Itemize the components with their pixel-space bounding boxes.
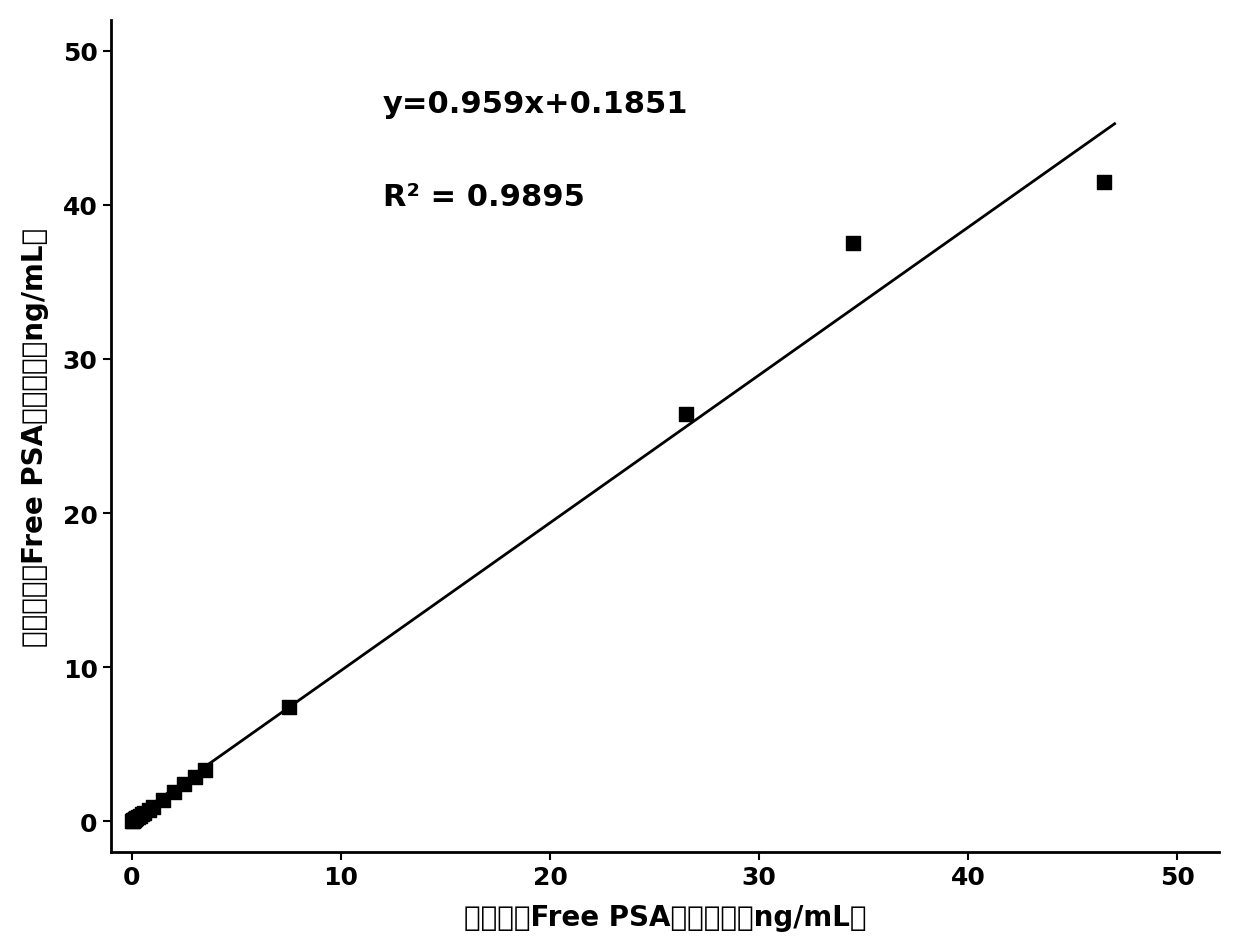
Point — [126, 811, 146, 826]
Point — [130, 808, 150, 823]
Point — [843, 236, 863, 251]
Point — [164, 784, 184, 800]
Point — [676, 407, 696, 423]
Point — [1094, 175, 1114, 190]
Point — [174, 777, 193, 792]
Point — [139, 803, 159, 818]
Point — [143, 799, 162, 814]
Point — [125, 812, 145, 827]
Text: R² = 0.9895: R² = 0.9895 — [383, 183, 584, 211]
Point — [134, 805, 154, 821]
Point — [124, 813, 144, 828]
X-axis label: 罗氏检测Free PSA血清浓度（ng/mL）: 罗氏检测Free PSA血清浓度（ng/mL） — [464, 903, 867, 931]
Point — [185, 769, 205, 784]
Point — [123, 813, 143, 828]
Y-axis label: 本发明检测Free PSA血清浓度（ng/mL）: 本发明检测Free PSA血清浓度（ng/mL） — [21, 228, 48, 645]
Point — [154, 792, 174, 807]
Point — [133, 807, 153, 823]
Point — [279, 700, 299, 715]
Point — [128, 809, 148, 824]
Point — [123, 813, 143, 828]
Text: y=0.959x+0.1851: y=0.959x+0.1851 — [383, 90, 688, 119]
Point — [195, 763, 215, 778]
Point — [123, 813, 143, 828]
